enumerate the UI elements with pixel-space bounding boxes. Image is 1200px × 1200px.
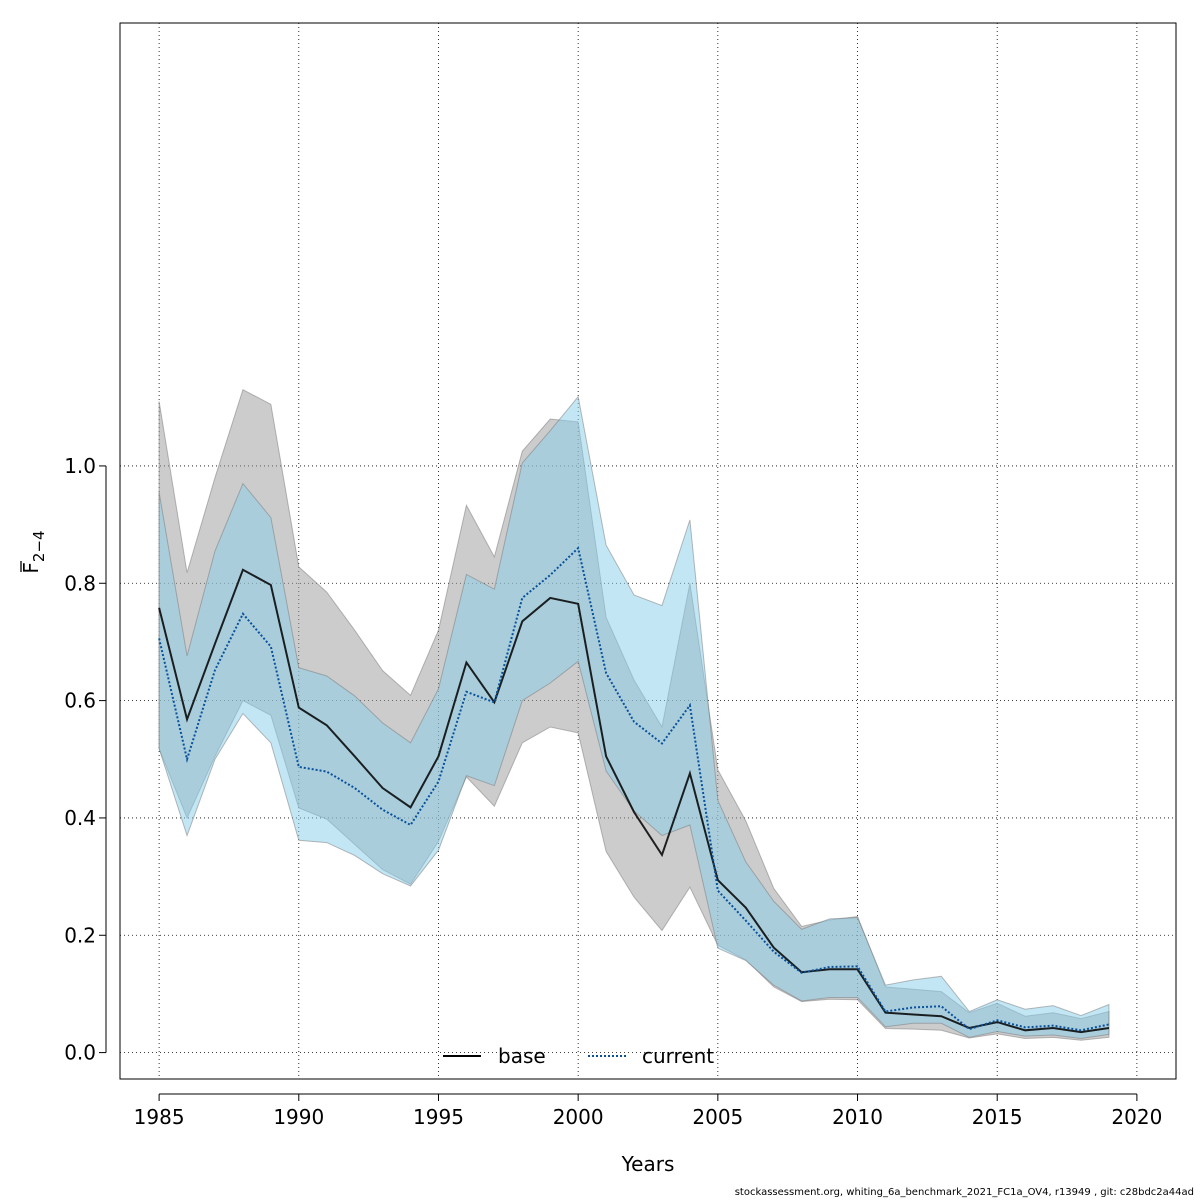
y-axis-title-subscript: 2−4 [30,530,48,562]
legend-label-base: base [498,1044,546,1068]
footer-credit: stockassessment.org, whiting_6a_benchmar… [734,1187,1194,1198]
y-tick-label-2: 0.4 [64,806,96,830]
legend: base current [443,1044,714,1068]
x-tick-label-2020: 2020 [1111,1105,1162,1129]
x-tick-label-1985: 1985 [134,1105,185,1129]
x-tick-label-2010: 2010 [832,1105,883,1129]
y-axis: 0.0 0.2 0.4 0.6 0.8 1.0 [64,454,107,1065]
x-tick-label-2000: 2000 [553,1105,604,1129]
x-axis: 1985 1990 1995 2000 2005 2010 2015 2020 [134,1093,1162,1129]
y-tick-label-5: 1.0 [64,454,96,478]
y-axis-title-main: F [19,562,43,574]
y-axis-title: F2−4 [19,530,48,573]
x-tick-label-1990: 1990 [273,1105,324,1129]
confidence-bands [158,388,1110,1041]
confidence-band-current [158,395,1110,1040]
legend-label-current: current [642,1044,714,1068]
series-line-base [158,568,1110,1034]
y-tick-label-1: 0.2 [64,923,96,947]
y-tick-label-4: 0.8 [64,571,96,595]
x-tick-label-2005: 2005 [692,1105,743,1129]
series-line-current [158,546,1110,1032]
x-tick-label-2015: 2015 [972,1105,1023,1129]
plot-frame [119,22,1177,1080]
y-tick-label-3: 0.6 [64,689,96,713]
y-tick-label-0: 0.0 [64,1041,96,1065]
x-tick-label-1995: 1995 [413,1105,464,1129]
series-lines [158,546,1110,1034]
x-axis-title: Years [621,1152,675,1176]
